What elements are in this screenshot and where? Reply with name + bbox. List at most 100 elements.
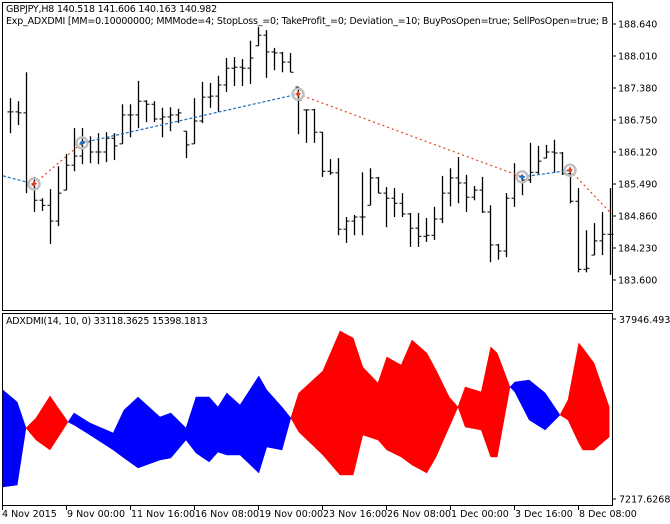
ohlc-bar bbox=[63, 154, 70, 191]
ohlc-bar bbox=[287, 52, 294, 73]
time-tick-label: 19 Nov 00:00 bbox=[259, 509, 323, 520]
bearish-cloud-segment bbox=[490, 346, 498, 458]
ohlc-bar bbox=[335, 158, 342, 236]
ohlc-bar bbox=[7, 98, 14, 134]
ohlc-bar bbox=[143, 100, 150, 123]
ohlc-bar bbox=[495, 243, 502, 260]
price-tick-label: 186.750 bbox=[618, 115, 657, 126]
sell-marker[interactable] bbox=[27, 177, 41, 191]
time-tick-label: 23 Nov 16:00 bbox=[323, 509, 387, 520]
ohlc-bar bbox=[455, 157, 462, 204]
ohlc-bar bbox=[375, 176, 382, 194]
price-tick-label: 184.230 bbox=[618, 243, 657, 254]
symbol-info: GBPJPY,H8 140.518 141.606 140.163 140.98… bbox=[6, 4, 217, 15]
indicator-tick-label: 37946.4934 bbox=[619, 315, 670, 326]
indicator-tick-label: 7217.6268 bbox=[619, 495, 670, 506]
ohlc-bar bbox=[599, 211, 606, 256]
time-tick-label: 3 Dec 16:00 bbox=[515, 509, 573, 520]
ohlc-bar bbox=[447, 168, 454, 207]
marker-ring bbox=[27, 177, 41, 191]
price-tick-label: 184.860 bbox=[618, 211, 657, 222]
ohlc-bar bbox=[367, 168, 374, 206]
bullish-cloud-segment bbox=[16, 401, 27, 486]
trade-line-segment bbox=[33, 142, 83, 185]
bearish-cloud-segment bbox=[386, 356, 402, 458]
ohlc-bar bbox=[399, 193, 406, 218]
buy-marker[interactable] bbox=[75, 136, 89, 150]
ohlc-bar bbox=[439, 175, 446, 224]
trade-line-segment bbox=[569, 169, 613, 215]
bearish-cloud-segment bbox=[578, 342, 584, 451]
time-tick-label: 4 Nov 2015 bbox=[2, 509, 57, 520]
trade-line-segment bbox=[81, 93, 299, 144]
price-bars bbox=[7, 21, 614, 275]
ohlc-bar bbox=[607, 188, 614, 275]
marker-ring bbox=[563, 163, 577, 178]
marker-ring bbox=[75, 136, 89, 150]
sell-marker[interactable] bbox=[563, 163, 577, 178]
ohlc-bar bbox=[207, 82, 214, 108]
ohlc-bar bbox=[271, 47, 278, 71]
arrow-up-icon bbox=[519, 173, 525, 180]
ohlc-bar bbox=[15, 101, 22, 126]
ohlc-bar bbox=[279, 51, 286, 73]
time-tick-label: 1 Dec 00:00 bbox=[451, 509, 509, 520]
ohlc-bar bbox=[183, 130, 190, 159]
ohlc-bar bbox=[191, 98, 198, 145]
marker-ring bbox=[291, 87, 305, 101]
ohlc-bar bbox=[471, 186, 478, 201]
time-tick-label: 8 Dec 08:00 bbox=[579, 509, 637, 520]
ohlc-bar bbox=[551, 139, 558, 173]
buy-marker[interactable] bbox=[515, 170, 529, 184]
ohlc-bar bbox=[503, 193, 510, 258]
ohlc-bar bbox=[343, 217, 350, 243]
bearish-cloud-segment bbox=[464, 386, 482, 431]
ohlc-bar bbox=[487, 205, 494, 263]
bullish-cloud-segment bbox=[2, 389, 18, 488]
ohlc-bar bbox=[215, 75, 222, 112]
bearish-cloud-segment bbox=[448, 396, 459, 428]
ohlc-bar bbox=[159, 107, 166, 138]
ohlc-bar bbox=[71, 128, 78, 172]
ohlc-bar bbox=[415, 212, 422, 247]
marker-ring bbox=[515, 170, 529, 184]
price-axis: 188.640 188.010 187.380 186.750 186.120 185.4… bbox=[612, 20, 657, 286]
ohlc-bar bbox=[431, 206, 438, 240]
ohlc-bar bbox=[319, 131, 326, 177]
ohlc-bar bbox=[119, 104, 126, 145]
ohlc-bar bbox=[47, 189, 54, 244]
bearish-cloud-segment bbox=[339, 330, 354, 476]
ohlc-bar bbox=[575, 188, 582, 273]
ohlc-bar bbox=[359, 172, 366, 236]
bullish-cloud-segment bbox=[544, 392, 561, 431]
time-tick-label: 26 Nov 08:00 bbox=[387, 509, 451, 520]
price-tick-label: 186.120 bbox=[618, 147, 657, 158]
ohlc-bar bbox=[351, 214, 358, 236]
ohlc-bar bbox=[407, 212, 414, 247]
bearish-cloud-segment bbox=[593, 362, 610, 451]
arrow-up-icon bbox=[79, 139, 85, 146]
bullish-cloud-segment bbox=[281, 406, 292, 451]
ohlc-bar bbox=[463, 174, 470, 212]
price-tick-label: 185.490 bbox=[618, 179, 657, 190]
bearish-cloud-segment bbox=[496, 352, 511, 458]
bearish-cloud-segment bbox=[426, 352, 437, 474]
time-tick-label: 9 Nov 00:00 bbox=[67, 509, 125, 520]
price-tick-label: 183.600 bbox=[618, 275, 657, 286]
main-chart-frame bbox=[2, 2, 613, 311]
trade-markers[interactable] bbox=[27, 87, 577, 191]
sell-marker[interactable] bbox=[291, 87, 305, 101]
ohlc-bar bbox=[111, 133, 118, 161]
ohlc-bar bbox=[223, 58, 230, 93]
ohlc-bar bbox=[55, 166, 62, 227]
indicator-cloud bbox=[2, 330, 610, 488]
bearish-cloud-segment bbox=[582, 347, 595, 451]
ohlc-bar bbox=[39, 198, 46, 211]
trade-lines bbox=[2, 93, 613, 215]
ohlc-bar bbox=[327, 159, 334, 175]
ohlc-bar bbox=[535, 145, 542, 175]
ohlc-bar bbox=[247, 40, 254, 84]
ohlc-bar bbox=[311, 108, 318, 143]
ohlc-bar bbox=[135, 80, 142, 129]
